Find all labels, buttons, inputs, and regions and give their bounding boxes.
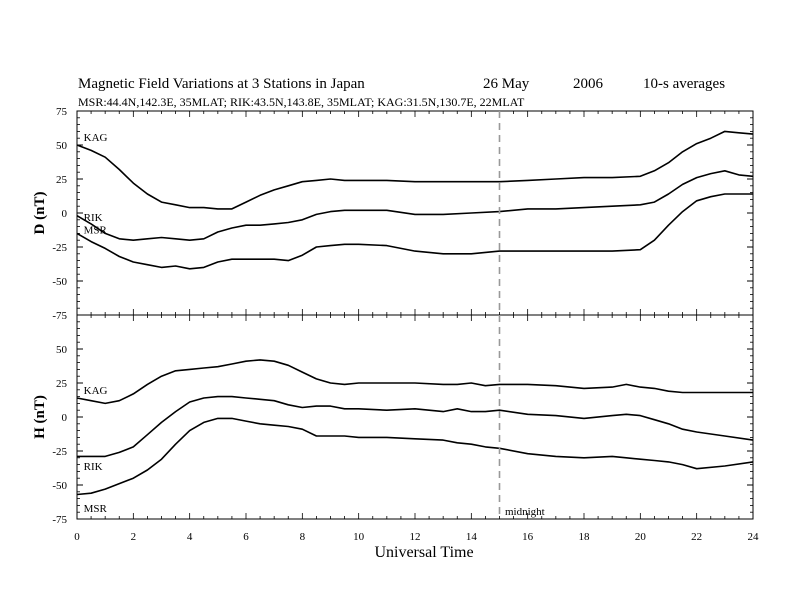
x-tick-label: 16: [522, 531, 534, 543]
y-tick-label: 75: [56, 106, 68, 118]
station-label-msr: MSR: [84, 503, 108, 515]
station-label-msr: MSR: [84, 224, 108, 236]
x-tick-label: 12: [410, 531, 421, 543]
series-kag-line: [76, 130, 754, 210]
station-label-rik: RIK: [84, 212, 103, 224]
series-rik-line: [77, 395, 754, 458]
y-tick-label: -50: [52, 480, 67, 492]
station-label-kag: KAG: [84, 385, 108, 397]
y-tick-label: 0: [62, 412, 68, 424]
x-tick-label: 18: [579, 531, 591, 543]
x-tick-label: 6: [243, 531, 249, 543]
series-kag-line: [76, 359, 753, 405]
x-tick-label: 22: [691, 531, 702, 543]
panel-frame: [76, 110, 754, 316]
panel-2: 50 25 0 -25 -50 -75 H (nT) KAG RIK MSR: [32, 314, 754, 526]
station-label-rik: RIK: [84, 461, 103, 473]
series-msr-line: [76, 193, 753, 270]
y-axis-label: D (nT): [32, 192, 48, 235]
y-tick-label: -25: [52, 242, 67, 254]
chart-title-year: 2006: [573, 76, 604, 92]
station-label-kag: KAG: [84, 132, 108, 144]
x-tick-label: 0: [74, 531, 80, 543]
x-tick-label: 20: [635, 531, 647, 543]
x-tick-label: 4: [187, 531, 193, 543]
x-tick-label: 8: [300, 531, 306, 543]
y-tick-label: 25: [56, 174, 68, 186]
y-tick-label: 50: [56, 140, 68, 152]
y-tick-label: 50: [56, 344, 68, 356]
x-tick-label: 2: [131, 531, 137, 543]
midnight-label: midnight: [505, 506, 545, 518]
series-rik-line: [76, 170, 754, 241]
y-tick-label: -25: [52, 446, 67, 458]
y-tick-label: 0: [62, 208, 68, 220]
panel-frame: [76, 314, 754, 520]
chart-title-main: Magnetic Field Variations at 3 Stations …: [78, 76, 365, 92]
chart-subtitle-stations: MSR:44.4N,142.3E, 35MLAT; RIK:43.5N,143.…: [78, 95, 525, 109]
chart-title-averaging: 10-s averages: [643, 76, 725, 92]
x-tick-label: 24: [748, 531, 760, 543]
y-axis-label: H (nT): [32, 395, 48, 439]
y-tick-label: -75: [52, 514, 67, 526]
y-tick-label: -50: [52, 276, 67, 288]
y-tick-label: -75: [52, 310, 67, 322]
series-msr-line: [76, 417, 754, 496]
y-tick-label: 25: [56, 378, 68, 390]
x-tick-label: 10: [353, 531, 365, 543]
chart-title-date: 26 May: [483, 76, 530, 92]
x-tick-label: 14: [466, 531, 478, 543]
x-axis-label: Universal Time: [374, 544, 473, 561]
